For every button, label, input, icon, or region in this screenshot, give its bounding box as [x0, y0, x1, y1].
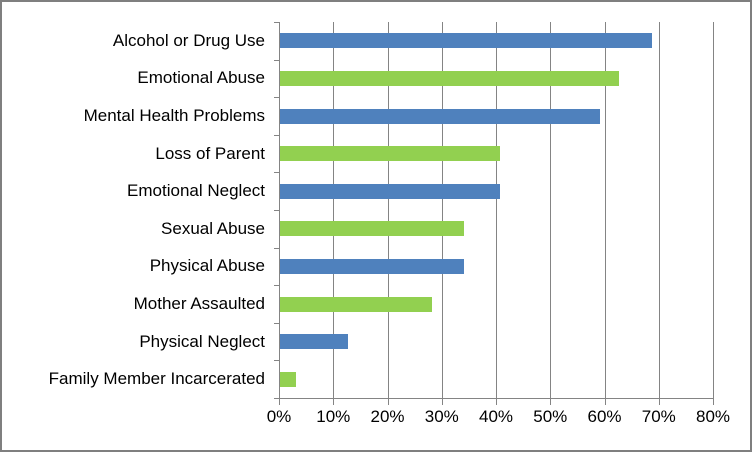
x-tick-label: 30%	[424, 407, 459, 426]
category-label: Mother Assaulted	[133, 294, 265, 313]
bar	[280, 108, 601, 124]
bar	[280, 146, 500, 162]
x-tick-label: 50%	[533, 407, 568, 426]
x-tick-label: 40%	[478, 407, 514, 426]
category-label: Sexual Abuse	[161, 218, 265, 238]
gridline	[387, 22, 389, 398]
y-axis-tick	[274, 322, 279, 324]
bar	[280, 70, 620, 86]
x-axis-tick	[658, 399, 660, 405]
gridline	[441, 22, 443, 398]
category-label: Loss of Parent	[155, 143, 265, 163]
x-tick-label: 80%	[695, 407, 731, 426]
y-axis-tick	[274, 97, 279, 99]
x-axis-tick	[496, 399, 497, 405]
x-axis-line	[279, 398, 714, 399]
x-tick-label: 20%	[370, 407, 405, 426]
x-axis-tick	[550, 399, 552, 405]
gridline	[604, 22, 606, 398]
y-axis-tick	[274, 134, 279, 136]
bar	[280, 258, 465, 274]
x-tick-label: 70%	[641, 407, 676, 426]
x-axis-tick	[279, 399, 280, 405]
bar	[280, 183, 500, 199]
y-axis-tick	[274, 59, 279, 61]
x-axis-tick	[604, 399, 606, 405]
bar	[280, 371, 297, 387]
y-axis-tick	[274, 398, 279, 399]
y-axis-tick	[274, 210, 279, 211]
gridline	[496, 22, 497, 398]
x-tick-label: 60%	[587, 407, 622, 426]
y-axis-tick	[274, 22, 279, 23]
y-axis-line	[279, 22, 280, 398]
gridline	[713, 22, 714, 398]
y-axis-tick	[274, 172, 279, 174]
gridline	[333, 22, 335, 398]
category-label: Emotional Abuse	[137, 68, 265, 88]
bar	[280, 334, 348, 350]
bar	[280, 296, 432, 312]
gridline	[658, 22, 660, 398]
category-label: Mental Health Problems	[83, 106, 265, 125]
category-label: Family Member Incarcerated	[48, 369, 265, 389]
y-axis-tick	[274, 247, 279, 249]
y-axis-tick	[274, 360, 279, 362]
bar	[280, 33, 652, 49]
x-tick-label: 0%	[266, 407, 292, 426]
y-axis-tick	[274, 285, 279, 287]
category-label: Emotional Neglect	[127, 181, 265, 201]
x-axis-tick	[387, 399, 389, 405]
gridline	[550, 22, 552, 398]
x-axis-tick	[333, 399, 335, 405]
x-axis-tick	[713, 399, 714, 405]
bar	[280, 221, 465, 237]
category-label: Physical Neglect	[139, 331, 265, 351]
category-label: Physical Abuse	[149, 256, 265, 276]
x-axis-tick	[441, 399, 443, 405]
x-tick-label: 10%	[316, 407, 351, 426]
category-label: Alcohol or Drug Use	[112, 30, 265, 50]
